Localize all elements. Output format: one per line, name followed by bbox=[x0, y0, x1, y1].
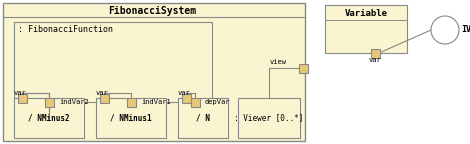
Text: IVar: IVar bbox=[461, 25, 470, 35]
Bar bbox=[14, 22, 212, 102]
Bar bbox=[238, 98, 300, 138]
Text: var: var bbox=[96, 90, 109, 96]
Bar bbox=[178, 98, 228, 138]
Bar bbox=[181, 93, 190, 103]
Bar bbox=[126, 97, 135, 107]
Bar bbox=[45, 97, 54, 107]
Bar bbox=[325, 5, 407, 53]
Bar bbox=[3, 3, 305, 141]
Text: / NMinus2: / NMinus2 bbox=[28, 113, 70, 123]
Text: Variable: Variable bbox=[345, 8, 387, 18]
Text: var: var bbox=[14, 90, 27, 96]
Text: var: var bbox=[368, 57, 381, 63]
Bar bbox=[190, 97, 199, 107]
Text: depVar: depVar bbox=[205, 99, 230, 105]
Bar bbox=[14, 98, 84, 138]
Bar bbox=[298, 64, 307, 72]
Text: : FibonacciFunction: : FibonacciFunction bbox=[18, 24, 113, 34]
Bar bbox=[96, 98, 166, 138]
Text: FibonacciSystem: FibonacciSystem bbox=[108, 6, 196, 16]
Text: : Viewer [0..*]: : Viewer [0..*] bbox=[235, 113, 304, 123]
Text: var: var bbox=[178, 90, 191, 96]
Text: / N: / N bbox=[196, 113, 210, 123]
Text: / NMinus1: / NMinus1 bbox=[110, 113, 152, 123]
Text: view: view bbox=[270, 59, 287, 65]
Text: indVar2: indVar2 bbox=[59, 99, 89, 105]
Bar bbox=[100, 93, 109, 103]
Bar bbox=[17, 93, 26, 103]
Bar bbox=[370, 49, 379, 57]
Circle shape bbox=[431, 16, 459, 44]
Text: indVar1: indVar1 bbox=[141, 99, 171, 105]
